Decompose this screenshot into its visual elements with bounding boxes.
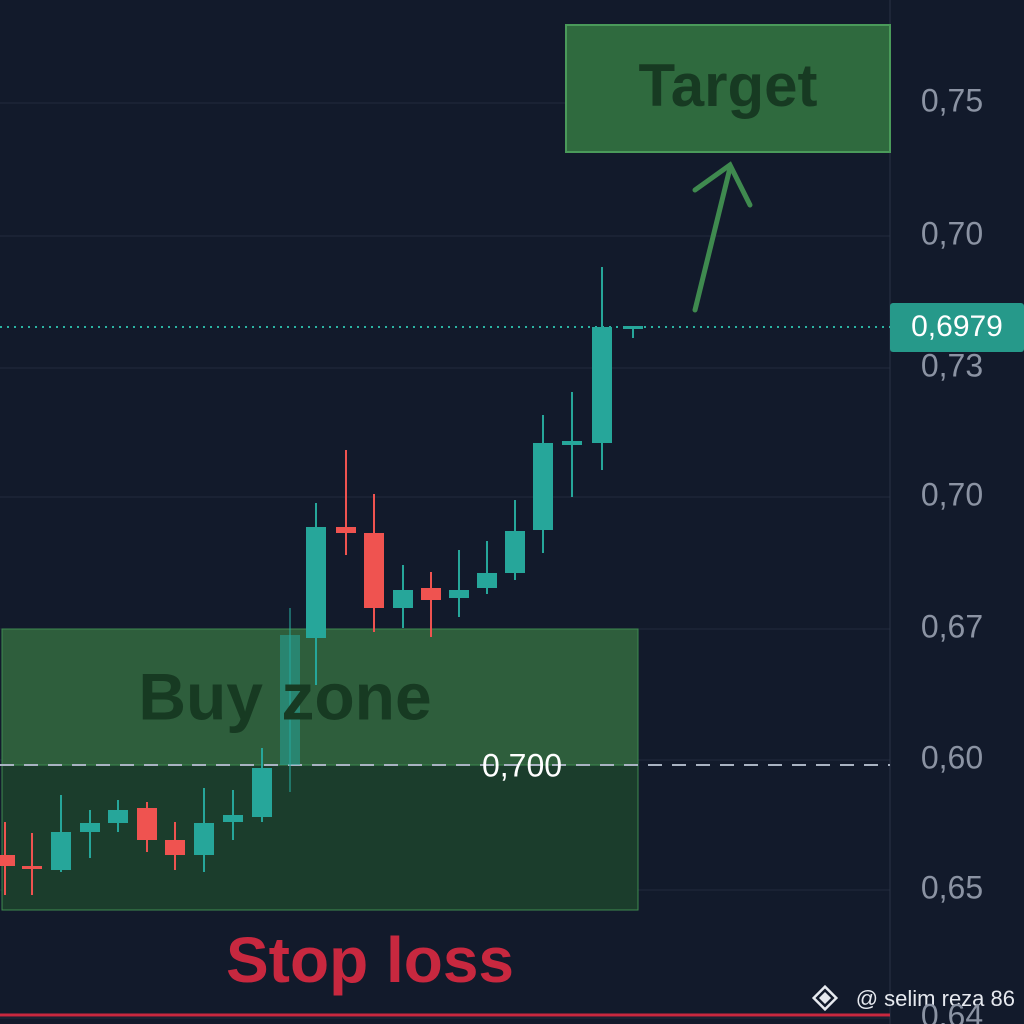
buy-zone-box xyxy=(1,628,639,766)
watermark: @ selim reza 86 xyxy=(856,986,1015,1011)
stop-loss-label: Stop loss xyxy=(226,924,514,996)
candle-body xyxy=(592,327,612,443)
price-axis-label: 0,60 xyxy=(921,739,983,775)
candle-body xyxy=(280,635,300,765)
price-axis-label: 0,75 xyxy=(921,82,983,118)
candle-body xyxy=(137,808,157,840)
price-axis-label: 0,67 xyxy=(921,608,983,644)
candle-body xyxy=(194,823,214,855)
price-axis-label: 0,65 xyxy=(921,869,983,905)
target-label: Target xyxy=(639,52,818,119)
price-tag-label: 0,6979 xyxy=(911,310,1003,343)
price-axis-label: 0,64 xyxy=(921,997,983,1024)
candle-body xyxy=(421,588,441,600)
price-axis-label: 0,70 xyxy=(921,215,983,251)
arrow-shaft xyxy=(692,165,733,313)
candle-body xyxy=(623,326,643,329)
candle-body xyxy=(165,840,185,855)
candle-body xyxy=(0,855,15,866)
arrow-head xyxy=(692,161,753,208)
candle-body xyxy=(223,815,243,822)
candle-body xyxy=(449,590,469,598)
target-arrow xyxy=(692,161,753,313)
level-label: 0,700 xyxy=(482,747,562,783)
candle-body xyxy=(306,527,326,638)
watermark-icon xyxy=(811,984,839,1012)
candle-body xyxy=(505,531,525,573)
icon-core xyxy=(818,991,832,1005)
candle-body xyxy=(477,573,497,588)
candle-body xyxy=(22,866,42,869)
candle-body xyxy=(51,832,71,870)
candle-body xyxy=(364,533,384,608)
price-axis-label: 0,70 xyxy=(921,476,983,512)
candle-body xyxy=(533,443,553,530)
buy-zone-label: Buy zone xyxy=(138,659,431,733)
icon-diamond xyxy=(811,984,839,1012)
target-box xyxy=(565,24,891,153)
candle-body xyxy=(108,810,128,823)
buy-zone-lower xyxy=(1,764,639,911)
price-axis-label: 0,73 xyxy=(921,347,983,383)
price-tag xyxy=(890,303,1024,352)
candle-body xyxy=(80,823,100,832)
candle-body xyxy=(562,441,582,445)
candle-body xyxy=(393,590,413,608)
candles xyxy=(0,267,643,895)
candle-body xyxy=(336,527,356,533)
candle-body xyxy=(252,768,272,817)
